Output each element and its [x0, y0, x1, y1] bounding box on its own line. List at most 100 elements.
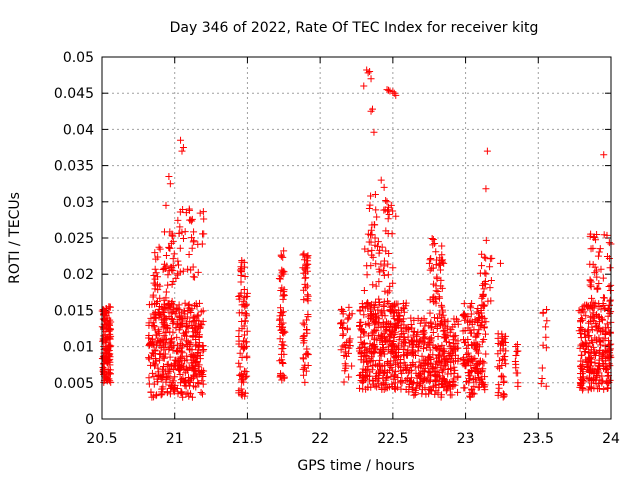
data-point: [584, 364, 592, 372]
data-point: [513, 348, 521, 356]
data-point: [384, 230, 392, 238]
data-point: [182, 209, 190, 217]
data-point: [583, 358, 591, 366]
data-point: [301, 361, 309, 369]
data-point: [169, 255, 177, 263]
data-point: [164, 281, 172, 289]
data-point: [365, 204, 373, 212]
data-point: [371, 382, 379, 390]
data-point: [238, 353, 246, 361]
data-point: [303, 264, 311, 272]
data-point: [434, 288, 442, 296]
data-point: [501, 352, 509, 360]
data-point: [162, 252, 170, 260]
data-point: [174, 257, 182, 265]
data-point: [440, 375, 448, 383]
data-point: [460, 384, 468, 392]
data-point: [181, 382, 189, 390]
data-point: [606, 297, 614, 305]
data-point: [486, 255, 494, 263]
data-point: [145, 334, 153, 342]
data-point: [279, 270, 287, 278]
data-point: [149, 291, 157, 299]
data-point: [380, 206, 388, 214]
data-point: [584, 333, 592, 341]
data-point: [280, 291, 288, 299]
data-point: [382, 327, 390, 335]
data-point: [168, 334, 176, 342]
data-point: [199, 230, 207, 238]
data-point: [276, 335, 284, 343]
data-point: [357, 338, 365, 346]
data-point: [189, 318, 197, 326]
data-point: [174, 348, 182, 356]
data-point: [444, 317, 452, 325]
data-point: [279, 253, 287, 261]
data-point: [365, 372, 373, 380]
data-point: [363, 300, 371, 308]
data-point: [176, 244, 184, 252]
data-point: [106, 353, 114, 361]
data-point: [340, 378, 348, 386]
data-point: [465, 358, 473, 366]
data-point: [591, 348, 599, 356]
data-point: [400, 315, 408, 323]
data-point: [383, 198, 391, 206]
data-point: [481, 386, 489, 394]
data-point: [241, 338, 249, 346]
data-point: [467, 304, 475, 312]
data-point: [99, 337, 107, 345]
data-point: [199, 307, 207, 315]
data-point: [463, 351, 471, 359]
data-point: [278, 266, 286, 274]
data-point: [466, 393, 474, 401]
data-point: [372, 260, 380, 268]
data-point: [438, 258, 446, 266]
data-point: [461, 313, 469, 321]
data-point: [364, 230, 372, 238]
data-point: [579, 368, 587, 376]
y-tick-label: 0.03: [63, 195, 94, 211]
data-point: [584, 328, 592, 336]
data-point: [374, 375, 382, 383]
data-point: [368, 105, 376, 113]
data-point: [428, 264, 436, 272]
data-point: [596, 245, 604, 253]
data-point: [343, 324, 351, 332]
data-point: [585, 332, 593, 340]
data-point: [428, 387, 436, 395]
data-point: [181, 369, 189, 377]
data-point: [198, 377, 206, 385]
x-axis-label: GPS time / hours: [297, 458, 414, 474]
data-point: [105, 342, 113, 350]
data-point: [473, 318, 481, 326]
data-point: [582, 312, 590, 320]
data-point: [441, 355, 449, 363]
data-point: [464, 318, 472, 326]
data-points: [98, 66, 615, 401]
data-point: [512, 351, 520, 359]
y-tick-label: 0.025: [54, 231, 94, 247]
data-point: [235, 359, 243, 367]
data-point: [391, 352, 399, 360]
data-point: [473, 369, 481, 377]
data-point: [380, 271, 388, 279]
data-point: [166, 338, 174, 346]
data-point: [154, 253, 162, 261]
data-point: [543, 317, 551, 325]
data-point: [155, 243, 163, 251]
data-point: [303, 260, 311, 268]
data-point: [164, 367, 172, 375]
data-point: [502, 332, 510, 340]
data-point: [604, 312, 612, 320]
data-point: [185, 300, 193, 308]
data-point: [184, 302, 192, 310]
data-point: [468, 300, 476, 308]
data-point: [380, 267, 388, 275]
data-point: [369, 362, 377, 370]
data-point: [366, 307, 374, 315]
data-point: [542, 344, 550, 352]
data-point: [495, 381, 503, 389]
data-point: [422, 390, 430, 398]
data-point: [150, 380, 158, 388]
